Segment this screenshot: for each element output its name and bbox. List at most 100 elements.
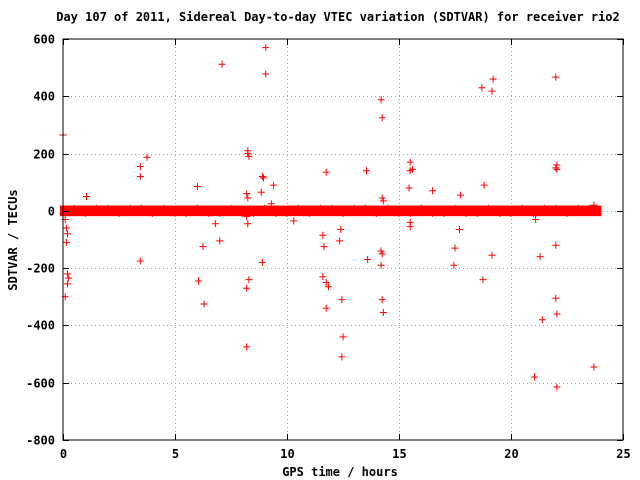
y-tick-label: 0 xyxy=(48,205,55,219)
y-axis-label: SDTVAR / TECUs xyxy=(6,189,20,290)
data-point xyxy=(552,164,560,172)
band-point xyxy=(496,209,504,217)
x-tick-label: 25 xyxy=(616,447,630,461)
data-point xyxy=(379,197,387,205)
y-tick-label: -600 xyxy=(26,377,55,391)
data-point xyxy=(136,162,144,170)
axis-ticks: -800 -600 -400 -200 0 200 400 600 0 5 10 15 20 25 xyxy=(26,33,631,462)
plot-frame xyxy=(62,38,624,441)
band-point xyxy=(373,209,381,217)
x-tick-label: 10 xyxy=(280,447,294,461)
data-point xyxy=(538,316,546,324)
grid-lines xyxy=(63,39,623,440)
x-tick-label: 15 xyxy=(392,447,406,461)
data-point xyxy=(339,333,347,341)
band-point xyxy=(137,204,145,212)
band-point xyxy=(541,204,549,212)
band-point xyxy=(406,209,414,217)
data-point xyxy=(479,276,487,284)
data-point xyxy=(451,244,459,252)
data-point xyxy=(63,230,71,238)
y-tick-label: 600 xyxy=(33,33,55,47)
y-tick-label: -200 xyxy=(26,262,55,276)
data-point xyxy=(262,44,270,52)
data-point xyxy=(65,274,73,282)
band-point xyxy=(395,209,403,217)
band-point xyxy=(328,204,336,212)
data-point xyxy=(455,225,463,233)
band-point xyxy=(462,209,470,217)
band-point xyxy=(261,204,269,212)
data-point xyxy=(243,284,251,292)
data-point xyxy=(590,201,598,209)
data-point xyxy=(200,300,208,308)
data-point xyxy=(532,215,540,223)
data-point xyxy=(324,283,332,291)
band-point xyxy=(429,209,437,217)
data-point xyxy=(63,270,71,278)
data-point xyxy=(338,296,346,304)
data-point xyxy=(488,251,496,259)
band-point xyxy=(417,204,425,212)
band-point xyxy=(238,209,246,217)
data-point xyxy=(377,96,385,104)
band-point xyxy=(552,204,560,212)
band-point xyxy=(70,204,78,212)
data-point xyxy=(406,158,414,166)
band-point xyxy=(249,209,257,217)
data-point xyxy=(319,273,327,281)
x-tick-label: 5 xyxy=(172,447,179,461)
data-point xyxy=(258,172,266,180)
data-point xyxy=(379,309,387,317)
data-point xyxy=(218,60,226,68)
data-point xyxy=(405,184,413,192)
data-point xyxy=(259,174,267,182)
band-point xyxy=(563,209,571,217)
band-point xyxy=(585,204,593,212)
band-point xyxy=(339,209,347,217)
band-point xyxy=(104,204,112,212)
data-point xyxy=(406,223,414,231)
x-tick-label: 20 xyxy=(504,447,518,461)
data-point xyxy=(378,194,386,202)
data-point xyxy=(378,250,386,258)
data-point xyxy=(489,75,497,83)
data-point xyxy=(590,363,598,371)
data-point xyxy=(270,181,278,189)
data-point xyxy=(243,213,251,221)
data-point xyxy=(377,247,385,255)
band-point xyxy=(350,204,358,212)
data-point xyxy=(319,231,327,239)
band-point xyxy=(518,204,526,212)
data-point xyxy=(320,243,328,251)
data-point xyxy=(337,225,345,233)
data-point xyxy=(480,181,488,189)
data-point xyxy=(536,253,544,261)
data-point xyxy=(378,114,386,122)
band-point xyxy=(440,209,448,217)
band-point xyxy=(93,204,101,212)
data-point xyxy=(378,296,386,304)
data-point xyxy=(377,261,385,269)
y-tick-label: 200 xyxy=(33,148,55,162)
y-tick-label: -800 xyxy=(26,434,55,448)
data-point xyxy=(478,84,486,92)
dense-near-zero-band xyxy=(60,205,602,217)
band-point xyxy=(227,204,235,212)
data-point xyxy=(143,153,151,161)
band-point xyxy=(216,209,224,217)
data-point xyxy=(363,167,371,175)
x-axis-label: GPS time / hours xyxy=(282,465,398,479)
band-point xyxy=(115,209,123,217)
band-point xyxy=(126,204,134,212)
data-point xyxy=(336,237,344,245)
data-point xyxy=(429,187,437,195)
band-point xyxy=(81,209,89,217)
data-point xyxy=(552,294,560,302)
band-point xyxy=(182,209,190,217)
data-point xyxy=(553,310,561,318)
band-point xyxy=(574,204,582,212)
data-point xyxy=(195,277,203,285)
band-point xyxy=(529,209,537,217)
